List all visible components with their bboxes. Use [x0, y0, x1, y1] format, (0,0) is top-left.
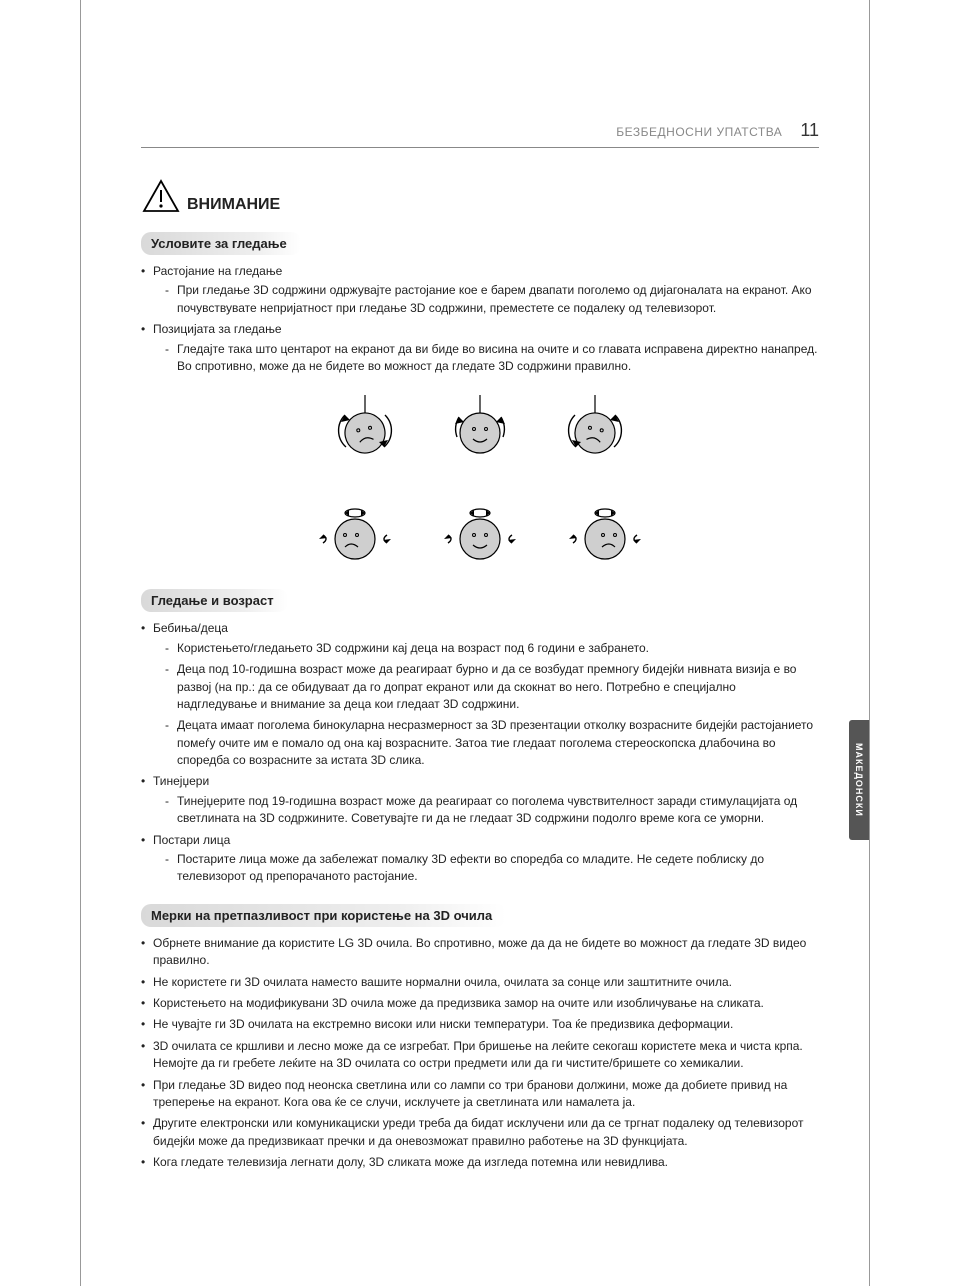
head-rotate-center-icon: [440, 505, 520, 565]
list-item-label: Постари лица: [153, 833, 230, 847]
head-position-diagram: [141, 395, 819, 565]
page-frame: БЕЗБЕДНОСНИ УПАТСТВА 11 ВНИМАНИЕ Условит…: [80, 0, 870, 1286]
list-viewing-conditions: Растојание на гледање При гледање 3D сод…: [141, 263, 819, 375]
diagram-row-rotate: [315, 505, 645, 565]
page-header: БЕЗБЕДНОСНИ УПАТСТВА 11: [141, 120, 819, 148]
list-age: Бебиња/деца Користењето/гледањето 3D сод…: [141, 620, 819, 885]
head-rotate-left-icon: [315, 505, 395, 565]
list-item: Обрнете внимание да користите LG 3D очил…: [141, 935, 819, 970]
list-subitem: Деца под 10-годишна возраст може да реаг…: [153, 661, 819, 713]
page-number: 11: [800, 120, 819, 141]
list-subitem: Тинејџерите под 19-годишна возраст може …: [153, 793, 819, 828]
head-tilt-left-icon: [330, 395, 400, 465]
warning-icon: [141, 178, 181, 214]
list-item: Не користете ги 3D очилата наместо вашит…: [141, 974, 819, 991]
list-item: Кога гледате телевизија легнати долу, 3D…: [141, 1154, 819, 1171]
head-tilt-right-icon: [560, 395, 630, 465]
warning-title: ВНИМАНИЕ: [187, 196, 280, 214]
head-rotate-right-icon: [565, 505, 645, 565]
list-item-label: Растојание на гледање: [153, 264, 282, 278]
list-item: 3D очилата се кршливи и лесно може да се…: [141, 1038, 819, 1073]
section-heading-age: Гледање и возраст: [141, 589, 288, 612]
header-section-label: БЕЗБЕДНОСНИ УПАТСТВА: [616, 125, 782, 139]
list-item: Другите електронски или комуникациски ур…: [141, 1115, 819, 1150]
list-glasses: Обрнете внимание да користите LG 3D очил…: [141, 935, 819, 1172]
section-heading-glasses: Мерки на претпазливост при користење на …: [141, 904, 506, 927]
warning-banner: ВНИМАНИЕ: [141, 178, 819, 214]
list-item: Растојание на гледање При гледање 3D сод…: [141, 263, 819, 317]
section-heading-viewing-conditions: Условите за гледање: [141, 232, 301, 255]
list-item: При гледање 3D видео под неонска светлин…: [141, 1077, 819, 1112]
list-subitem: При гледање 3D содржини одржувајте расто…: [153, 282, 819, 317]
list-item: Позицијата за гледање Гледајте така што …: [141, 321, 819, 375]
list-item-label: Позицијата за гледање: [153, 322, 282, 336]
list-subitem: Децата имаат поголема бинокуларна несраз…: [153, 717, 819, 769]
list-item: Користењето на модификувани 3D очила мож…: [141, 995, 819, 1012]
list-item-label: Бебиња/деца: [153, 621, 228, 635]
list-item: Не чувајте ги 3D очилата на екстремно ви…: [141, 1016, 819, 1033]
list-subitem: Користењето/гледањето 3D содржини кај де…: [153, 640, 819, 657]
language-tab: МАКЕДОНСКИ: [849, 720, 869, 840]
list-item: Постари лица Постарите лица може да забе…: [141, 832, 819, 886]
list-item-label: Тинејџери: [153, 774, 209, 788]
list-subitem: Гледајте така што центарот на екранот да…: [153, 341, 819, 376]
head-straight-icon: [445, 395, 515, 465]
list-item: Тинејџери Тинејџерите под 19-годишна воз…: [141, 773, 819, 827]
page-content: БЕЗБЕДНОСНИ УПАТСТВА 11 ВНИМАНИЕ Условит…: [81, 0, 869, 1230]
list-subitem: Постарите лица може да забележат помалку…: [153, 851, 819, 886]
diagram-row-tilt: [330, 395, 630, 465]
list-item: Бебиња/деца Користењето/гледањето 3D сод…: [141, 620, 819, 769]
